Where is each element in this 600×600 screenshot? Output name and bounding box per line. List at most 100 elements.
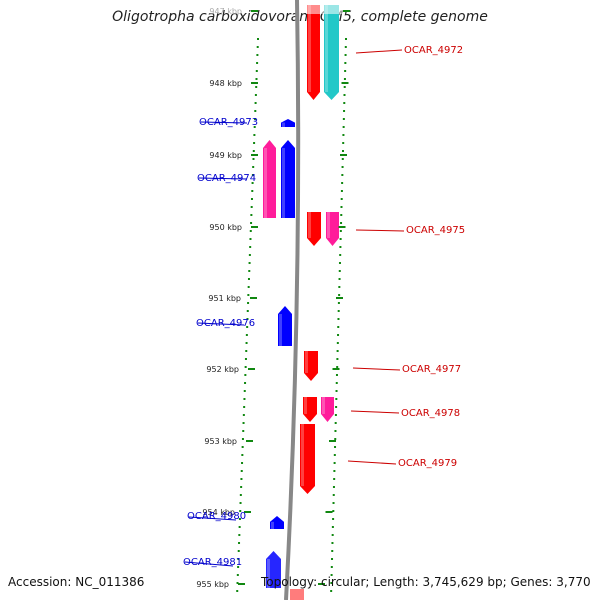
left-tick-dot [246,310,249,312]
right-tick-dot [337,326,340,328]
gene-label[interactable]: OCAR_4978 [401,408,460,419]
gene-label-leader [198,177,248,180]
left-tick-dot [251,174,254,176]
right-tick-dot [342,142,345,144]
right-tick-dot [343,94,346,96]
left-tick-dot [250,206,253,208]
left-tick-dot [248,254,251,256]
right-tick-dot [343,102,346,104]
kbp-label: 948 kbp [209,79,242,88]
ocar-4972b-gene-arrow[interactable] [324,5,339,100]
ocar-4975b-gene-arrow[interactable] [326,212,339,246]
right-tick-dot [340,190,343,192]
right-tick-dot [333,454,336,456]
kbp-label: 954 kbp [202,508,235,517]
right-tick-dot [340,198,343,200]
gene-label[interactable]: OCAR_4974 [197,173,256,184]
gene-label-leader [355,229,405,232]
gene-label[interactable]: OCAR_4975 [406,225,465,236]
left-tick-dot [238,518,241,520]
right-tick-dot [339,238,342,240]
gene-label[interactable]: OCAR_4976 [196,318,255,329]
left-tick-dot [240,486,243,488]
left-tick-dot [254,94,257,96]
ocar-4978-gene-arrow[interactable] [303,397,317,422]
gene-label[interactable]: OCAR_4972 [404,45,463,56]
left-tick-dot [240,478,243,480]
right-tick-dot [334,422,337,424]
right-tick-dot [331,542,334,544]
ocar-4980-gene-arrow[interactable] [270,516,284,529]
left-tick-dot [256,62,259,64]
right-tick-dot [338,270,341,272]
right-tick-dot [332,510,335,512]
left-tick-dot [249,238,252,240]
right-tick-dot [345,38,347,40]
right-tick-dot [343,86,346,88]
gene-labels: OCAR_4972 OCAR_4973 OCAR_4974 OCAR_4975 OCAR… [183,45,465,568]
right-tick-dot [333,462,336,464]
left-tick-dot [246,318,249,320]
ocar-4976-gene-arrow[interactable] [278,306,292,346]
left-tick-dot [239,502,242,504]
gene-shine [282,122,285,127]
kbp-label: 949 kbp [209,151,242,160]
right-tick-dot [335,390,338,392]
left-tick-dot [239,494,242,496]
left-tick-dot [251,190,254,192]
tick-marks [236,38,347,592]
ocar-4973-gene-arrow[interactable] [281,119,295,127]
ocar-4977-gene-arrow[interactable] [304,351,318,381]
left-tick-dot [245,350,248,352]
kbp-label: 952 kbp [206,365,239,374]
genome-summary: Topology: circular; Length: 3,745,629 bp… [261,575,591,589]
accession-text: Accession: NC_011386 [8,575,145,589]
kbp-major-tick [336,297,343,299]
bottom-red-gene-stub [290,589,304,600]
gene-label[interactable]: OCAR_4979 [398,458,457,469]
kbp-major-tick [251,82,258,84]
gene-shine [279,314,282,346]
gene-shine [301,424,304,486]
ocar-4981-gene-arrow[interactable] [266,551,281,588]
right-tick-dot [335,382,338,384]
left-tick-dot [240,470,243,472]
right-tick-dot [332,502,335,504]
gene-shine [322,397,325,414]
left-tick-dot [242,430,245,432]
gene-label-leader [200,121,248,124]
ocar-4979-gene-arrow[interactable] [300,424,315,494]
gene-label[interactable]: OCAR_4973 [199,117,258,128]
backbone-line [284,0,301,600]
ocar-4972-gene-arrow[interactable] [307,5,320,100]
left-tick-dot [238,542,241,544]
gene-shine [282,148,285,218]
left-tick-dot [253,142,256,144]
right-tick-dot [330,574,333,576]
left-tick-dot [251,182,254,184]
gene-label[interactable]: OCAR_4980 [187,511,246,522]
ocar-4978b-gene-arrow[interactable] [321,397,334,422]
left-tick-dot [241,438,244,440]
right-tick-dot [339,246,342,248]
kbp-label: 955 kbp [196,580,229,589]
left-tick-dot [255,78,258,80]
gene-label[interactable]: OCAR_4981 [183,557,242,568]
right-tick-dot [335,406,338,408]
gene-shine [267,559,270,588]
ocar-4975-gene-arrow[interactable] [307,212,321,246]
gene-label[interactable]: OCAR_4977 [402,364,461,375]
left-tick-dot [255,86,258,88]
right-tick-dot [336,342,339,344]
left-tick-dot [249,230,252,232]
ocar-4974b-gene-arrow[interactable] [263,140,276,218]
left-tick-dot [252,158,255,160]
left-tick-dot [244,358,247,360]
kbp-major-tick [329,440,336,442]
kbp-major-tick [251,10,258,12]
ocar-4974-gene-arrow[interactable] [281,140,295,218]
gene-label-leader [197,322,245,326]
gene-label-leader [352,367,401,371]
gene-features [263,0,342,600]
right-tick-dot [338,262,341,264]
